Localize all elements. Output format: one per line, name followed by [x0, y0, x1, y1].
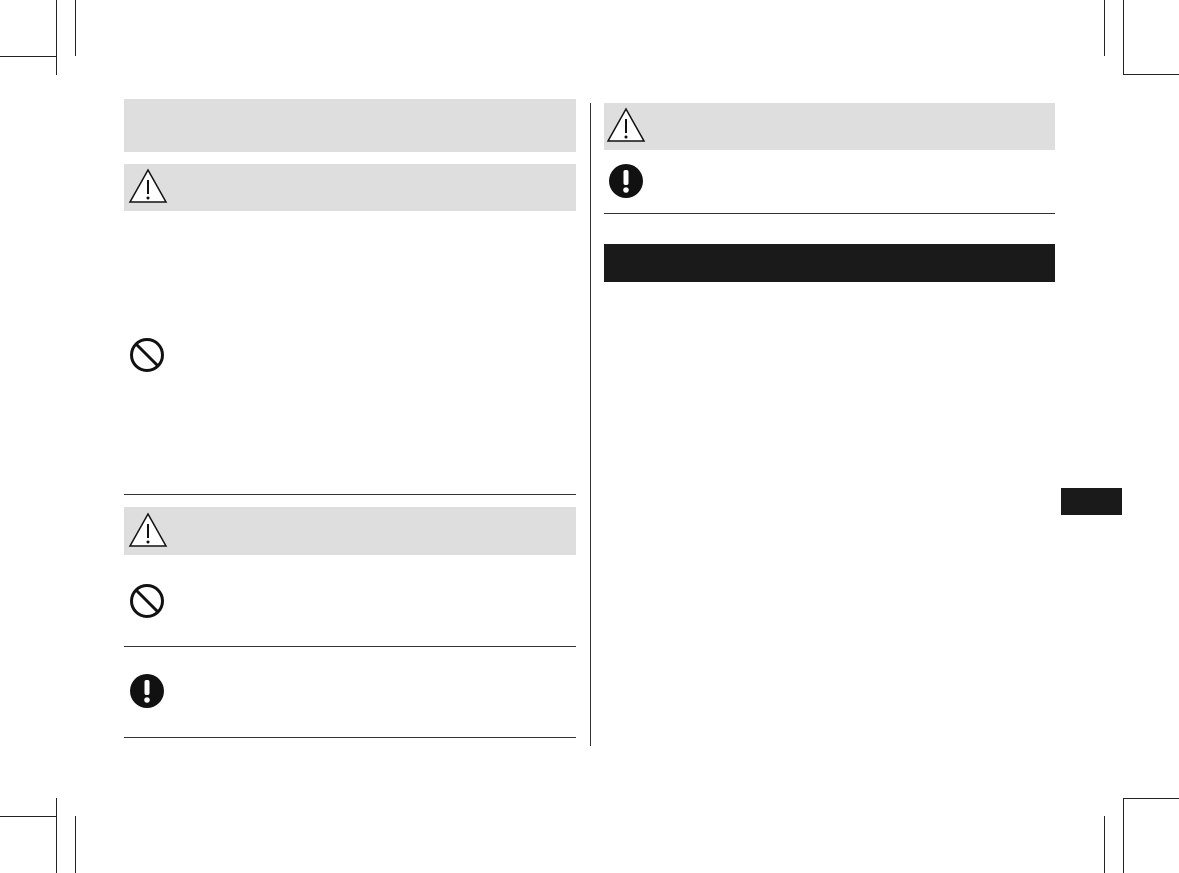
warning-panel	[604, 103, 1055, 150]
section-heading-bar	[604, 244, 1055, 282]
crop-mark	[75, 816, 76, 873]
header-panel	[124, 99, 576, 152]
crop-mark	[0, 56, 56, 57]
chapter-tab	[1061, 488, 1122, 515]
crop-mark	[1123, 0, 1124, 75]
warning-panel	[124, 507, 576, 555]
warning-triangle-icon	[606, 107, 646, 142]
crop-mark	[1123, 798, 1179, 799]
divider	[124, 737, 576, 738]
crop-mark	[0, 816, 56, 817]
warning-panel	[124, 164, 576, 211]
crop-mark	[56, 798, 57, 873]
crop-mark	[56, 0, 57, 75]
crop-mark	[1123, 74, 1179, 75]
divider	[604, 213, 1055, 214]
crop-mark	[75, 0, 76, 56]
warning-triangle-icon	[128, 168, 168, 203]
warning-triangle-icon	[128, 512, 168, 547]
crop-mark	[1104, 816, 1105, 873]
mandatory-action-icon	[609, 164, 643, 198]
divider	[124, 646, 576, 647]
column-divider	[590, 103, 591, 746]
prohibition-icon	[130, 338, 164, 372]
prohibition-icon	[130, 584, 164, 618]
crop-mark	[1123, 798, 1124, 873]
mandatory-action-icon	[130, 674, 164, 708]
divider	[124, 494, 576, 495]
crop-mark	[1104, 0, 1105, 56]
